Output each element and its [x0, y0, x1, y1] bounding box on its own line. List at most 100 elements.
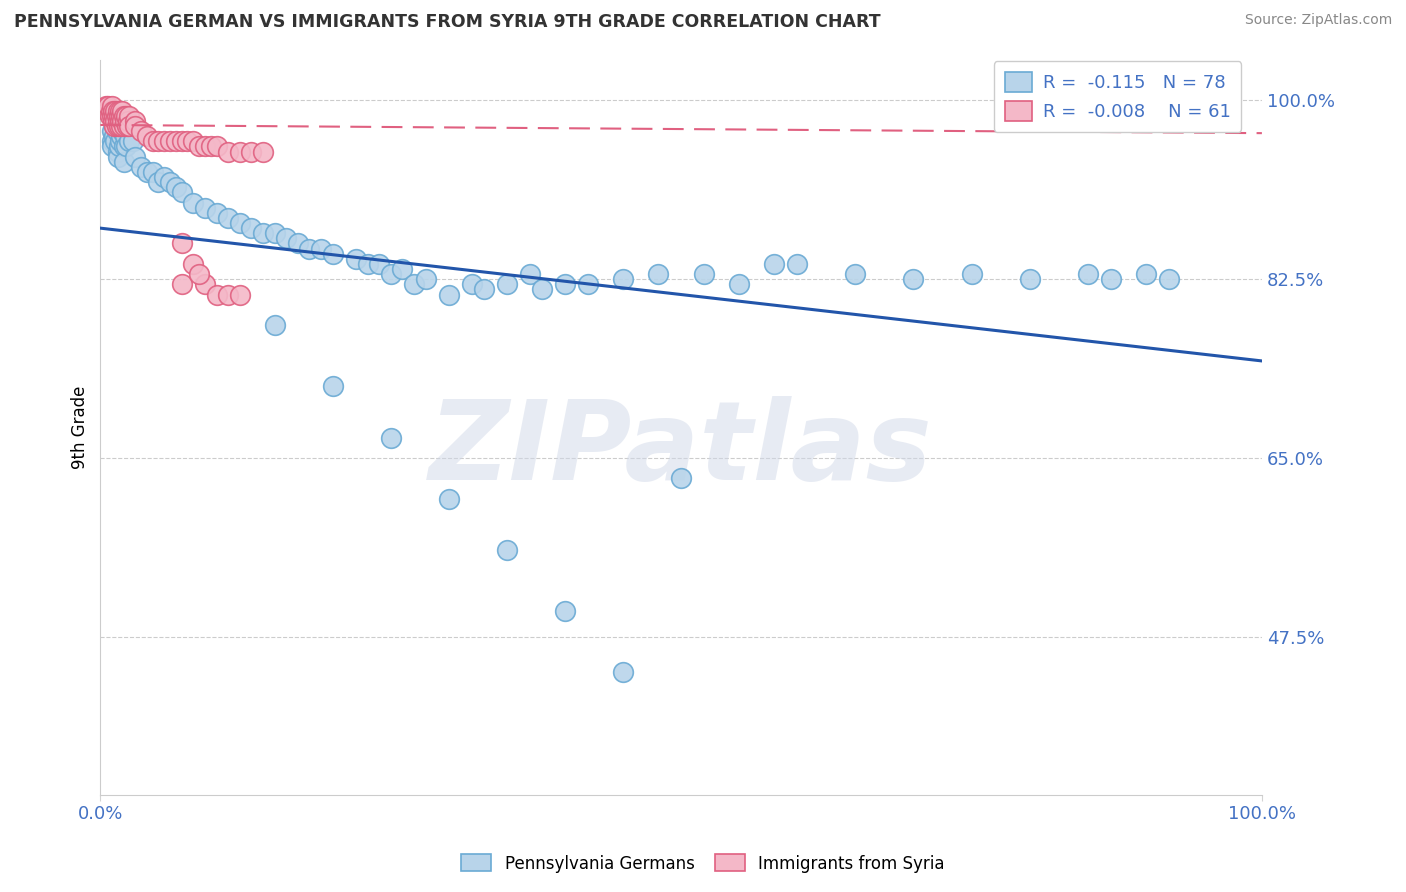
Point	[112, 109, 135, 123]
Point	[115, 139, 138, 153]
Point	[217, 287, 239, 301]
Point	[194, 201, 217, 215]
Point	[108, 134, 131, 148]
Point	[263, 318, 285, 333]
Point	[1018, 272, 1040, 286]
Point	[322, 379, 344, 393]
Point	[728, 277, 751, 292]
Point	[647, 267, 669, 281]
Point	[108, 114, 131, 128]
Point	[110, 109, 132, 123]
Point	[368, 257, 391, 271]
Point	[114, 129, 136, 144]
Point	[159, 175, 181, 189]
Point	[129, 124, 152, 138]
Point	[181, 195, 204, 210]
Point	[763, 257, 786, 271]
Point	[276, 231, 298, 245]
Point	[170, 236, 193, 251]
Point	[519, 267, 541, 281]
Point	[103, 119, 125, 133]
Point	[124, 119, 146, 133]
Point	[115, 109, 138, 123]
Point	[115, 119, 138, 133]
Point	[112, 139, 135, 153]
Point	[356, 257, 378, 271]
Point	[105, 124, 128, 138]
Point	[240, 221, 263, 235]
Point	[148, 134, 170, 148]
Point	[194, 277, 217, 292]
Point	[188, 267, 211, 281]
Point	[118, 109, 141, 123]
Point	[153, 134, 176, 148]
Point	[170, 186, 193, 200]
Point	[786, 257, 808, 271]
Point	[107, 114, 129, 128]
Point	[217, 145, 239, 159]
Point	[669, 471, 692, 485]
Point	[205, 206, 228, 220]
Legend: R =  -0.115   N = 78, R =  -0.008    N = 61: R = -0.115 N = 78, R = -0.008 N = 61	[994, 62, 1241, 132]
Point	[960, 267, 983, 281]
Point	[101, 124, 124, 138]
Point	[576, 277, 599, 292]
Point	[135, 165, 157, 179]
Point	[415, 272, 437, 286]
Point	[101, 103, 124, 118]
Point	[129, 160, 152, 174]
Point	[554, 277, 576, 292]
Point	[1099, 272, 1122, 286]
Point	[693, 267, 716, 281]
Text: Source: ZipAtlas.com: Source: ZipAtlas.com	[1244, 13, 1392, 28]
Point	[111, 124, 134, 138]
Point	[105, 119, 128, 133]
Point	[181, 134, 204, 148]
Point	[101, 134, 124, 148]
Point	[287, 236, 309, 251]
Point	[309, 242, 332, 256]
Point	[104, 103, 127, 118]
Point	[229, 287, 252, 301]
Point	[461, 277, 484, 292]
Point	[170, 134, 193, 148]
Point	[111, 103, 134, 118]
Point	[612, 272, 634, 286]
Point	[496, 542, 519, 557]
Point	[612, 665, 634, 680]
Point	[530, 282, 553, 296]
Point	[496, 277, 519, 292]
Point	[903, 272, 925, 286]
Point	[112, 119, 135, 133]
Point	[188, 139, 211, 153]
Point	[1077, 267, 1099, 281]
Point	[135, 129, 157, 144]
Point	[104, 134, 127, 148]
Point	[165, 180, 187, 194]
Point	[101, 109, 124, 123]
Point	[96, 103, 118, 118]
Point	[159, 134, 181, 148]
Point	[181, 257, 204, 271]
Point	[103, 119, 125, 133]
Point	[153, 170, 176, 185]
Point	[97, 98, 120, 112]
Point	[176, 134, 198, 148]
Point	[108, 103, 131, 118]
Legend: Pennsylvania Germans, Immigrants from Syria: Pennsylvania Germans, Immigrants from Sy…	[454, 847, 952, 880]
Text: PENNSYLVANIA GERMAN VS IMMIGRANTS FROM SYRIA 9TH GRADE CORRELATION CHART: PENNSYLVANIA GERMAN VS IMMIGRANTS FROM S…	[14, 13, 880, 31]
Point	[1157, 272, 1180, 286]
Point	[263, 226, 285, 240]
Point	[108, 109, 131, 123]
Point	[101, 139, 124, 153]
Point	[122, 134, 145, 148]
Point	[554, 604, 576, 618]
Point	[142, 165, 165, 179]
Point	[118, 119, 141, 133]
Point	[437, 491, 460, 506]
Point	[108, 139, 131, 153]
Point	[148, 175, 170, 189]
Point	[437, 287, 460, 301]
Point	[101, 114, 124, 128]
Point	[217, 211, 239, 225]
